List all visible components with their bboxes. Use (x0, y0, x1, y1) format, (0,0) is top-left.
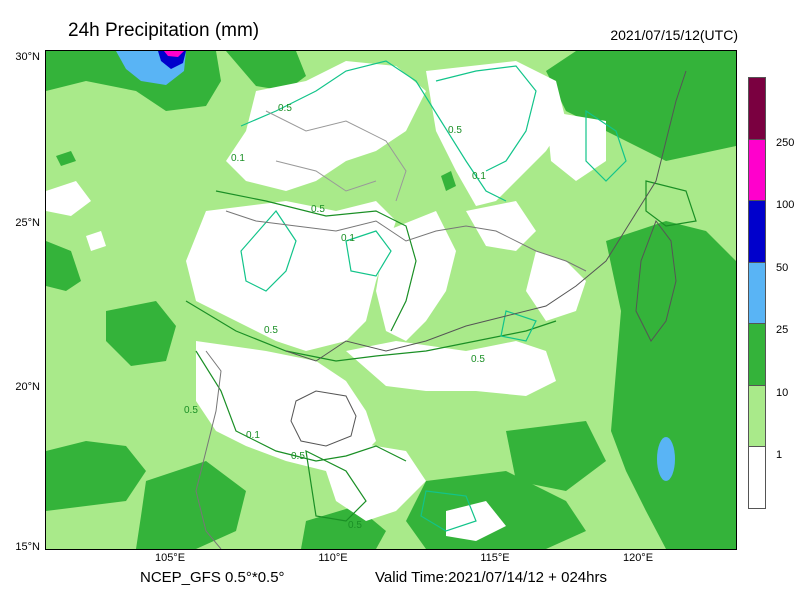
model-label: NCEP_GFS 0.5°*0.5° (140, 569, 285, 586)
lat-label-15: 15°N (15, 541, 40, 553)
colorbar-label-50: 50 (776, 262, 789, 274)
hainan-island (290, 390, 357, 447)
contour-label: 0.1 (246, 430, 260, 441)
colorbar-segment-0-1 (748, 446, 766, 509)
map-title: 24h Precipitation (mm) (68, 20, 260, 41)
colorbar (748, 77, 766, 509)
contour-label: 0.1 (472, 171, 486, 182)
colorbar-segment-50-100 (748, 200, 766, 263)
precipitation-map[interactable]: 0.5 0.5 0.5 0.5 0.5 0.5 0.5 0.5 0.1 0.1 … (45, 50, 737, 550)
lat-label-25: 25°N (15, 217, 40, 229)
contour-label: 0.5 (291, 451, 305, 462)
colorbar-segment-10-25 (748, 323, 766, 386)
contour-label: 0.5 (278, 103, 292, 114)
colorbar-label-250: 250 (776, 137, 795, 149)
contour-label: 0.5 (264, 325, 278, 336)
dry-areas (46, 61, 606, 541)
heavy-rain-spot (657, 437, 675, 481)
contour-label: 0.5 (471, 354, 485, 365)
contour-label: 0.1 (341, 233, 355, 244)
taiwan-island (635, 219, 677, 342)
lon-label-105: 105°E (154, 552, 186, 564)
forecast-timestamp: 2021/07/15/12(UTC) (610, 27, 738, 43)
moderate-rain-areas (46, 51, 736, 549)
contour-label: 0.5 (184, 405, 198, 416)
lon-label-110: 110°E (318, 552, 348, 564)
colorbar-segment-100-250 (748, 138, 766, 201)
lon-label-115: 115°E (480, 552, 510, 564)
contour-label: 0.5 (448, 125, 462, 136)
colorbar-label-1: 1 (776, 449, 783, 461)
contour-label: 0.5 (348, 520, 362, 531)
contour-label-group: 0.5 0.5 0.5 0.5 0.5 0.5 0.5 0.5 0.1 0.1 … (184, 103, 486, 531)
extreme-rain-area (164, 51, 184, 57)
colorbar-segment-1-10 (748, 384, 766, 447)
colorbar-segment-250plus (748, 77, 766, 140)
lon-label-120: 120°E (622, 552, 654, 564)
borders (195, 70, 687, 549)
colorbar-label-10: 10 (776, 387, 789, 399)
contour-label: 0.5 (311, 204, 325, 215)
lat-label-30: 30°N (15, 51, 40, 63)
contour-label: 0.1 (231, 153, 245, 164)
colorbar-segment-25-50 (748, 261, 766, 324)
colorbar-label-25: 25 (776, 324, 789, 336)
precip-contours (185, 60, 697, 532)
colorbar-label-100: 100 (776, 199, 795, 211)
map-canvas: 0.5 0.5 0.5 0.5 0.5 0.5 0.5 0.5 0.1 0.1 … (46, 51, 736, 549)
lat-label-20: 20°N (15, 381, 40, 393)
valid-time-label: Valid Time:2021/07/14/12 + 024hrs (375, 569, 607, 586)
